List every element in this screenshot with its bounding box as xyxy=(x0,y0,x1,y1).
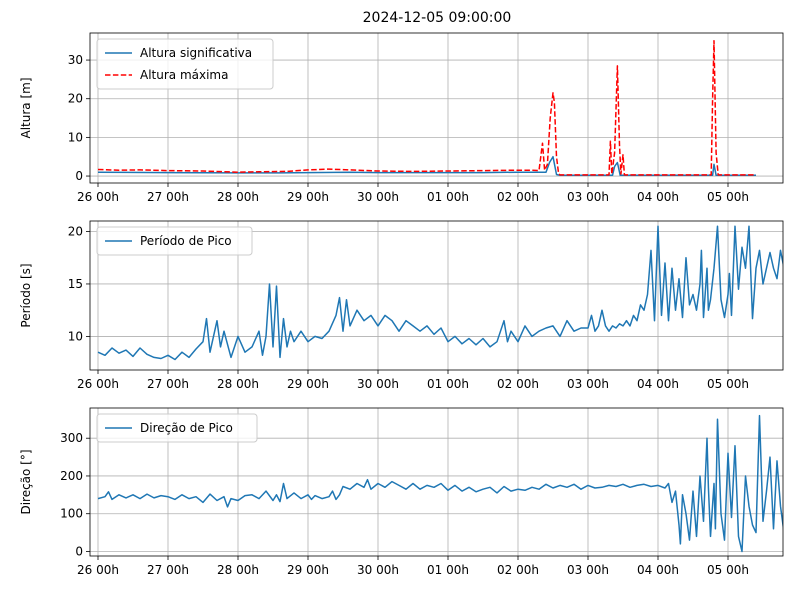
plot-frame xyxy=(89,220,784,371)
y-axis-label: Altura [m] xyxy=(19,77,33,138)
x-tick-label: 02 00h xyxy=(497,190,539,204)
x-tick-label: 01 00h xyxy=(427,377,469,391)
y-tick-label: 200 xyxy=(60,469,83,483)
x-tick-label: 04 00h xyxy=(637,563,679,577)
plot-frame xyxy=(89,32,784,184)
x-tick-label: 30 00h xyxy=(357,563,399,577)
x-tick-label: 27 00h xyxy=(147,563,189,577)
legend-label: Altura máxima xyxy=(140,68,228,82)
y-tick-label: 10 xyxy=(68,130,83,144)
y-tick-label: 30 xyxy=(68,53,83,67)
y-tick-label: 0 xyxy=(75,544,83,558)
x-tick-label: 01 00h xyxy=(427,190,469,204)
x-tick-label: 02 00h xyxy=(497,563,539,577)
y-axis-label: Direção [°] xyxy=(19,449,33,514)
x-tick-label: 05 00h xyxy=(707,563,749,577)
panel-height: 26 00h 27 00h 28 00h 29 00h 30 00h 01 00h 02 0… xyxy=(19,32,784,204)
x-tick-label: 26 00h xyxy=(77,190,119,204)
x-tick-label: 03 00h xyxy=(567,377,609,391)
x-tick-label: 03 00h xyxy=(567,190,609,204)
x-tick-label: 27 00h xyxy=(147,377,189,391)
x-tick-label: 26 00h xyxy=(77,563,119,577)
y-tick-label: 10 xyxy=(68,329,83,343)
x-tick-label: 28 00h xyxy=(217,190,259,204)
y-tick-label: 20 xyxy=(68,92,83,106)
x-tick-label: 29 00h xyxy=(287,190,329,204)
legend-label: Direção de Pico xyxy=(140,421,233,435)
x-tick-label: 05 00h xyxy=(707,190,749,204)
x-tick-label: 02 00h xyxy=(497,377,539,391)
x-tick-label: 28 00h xyxy=(217,377,259,391)
x-tick-label: 04 00h xyxy=(637,377,679,391)
legend-box xyxy=(96,38,274,90)
legend-box xyxy=(96,226,253,256)
x-tick-label: 05 00h xyxy=(707,377,749,391)
series-line-0 xyxy=(97,414,783,553)
x-tick-label: 30 00h xyxy=(357,377,399,391)
x-tick-label: 29 00h xyxy=(287,377,329,391)
y-tick-label: 20 xyxy=(68,224,83,238)
x-tick-label: 04 00h xyxy=(637,190,679,204)
y-tick-label: 15 xyxy=(68,277,83,291)
x-tick-label: 01 00h xyxy=(427,563,469,577)
panel-period: 26 00h 27 00h 28 00h 29 00h 30 00h 01 00h 02 0… xyxy=(19,220,784,391)
series-line-0 xyxy=(97,225,783,361)
y-tick-label: 300 xyxy=(60,431,83,445)
x-tick-label: 28 00h xyxy=(217,563,259,577)
legend-label: Período de Pico xyxy=(140,234,232,248)
y-axis-label: Período [s] xyxy=(19,263,33,327)
x-tick-label: 29 00h xyxy=(287,563,329,577)
x-tick-label: 30 00h xyxy=(357,190,399,204)
y-tick-label: 100 xyxy=(60,507,83,521)
legend-label: Altura significativa xyxy=(140,46,252,60)
x-tick-label: 03 00h xyxy=(567,563,609,577)
x-tick-label: 27 00h xyxy=(147,190,189,204)
legend-box xyxy=(96,413,258,443)
panel-direction: 26 00h 27 00h 28 00h 29 00h 30 00h 01 00h 02 0… xyxy=(19,407,784,577)
plot-frame xyxy=(89,407,784,557)
y-tick-label: 0 xyxy=(75,169,83,183)
x-tick-label: 26 00h xyxy=(77,377,119,391)
chart-title: 2024-12-05 09:00:00 xyxy=(363,10,512,26)
